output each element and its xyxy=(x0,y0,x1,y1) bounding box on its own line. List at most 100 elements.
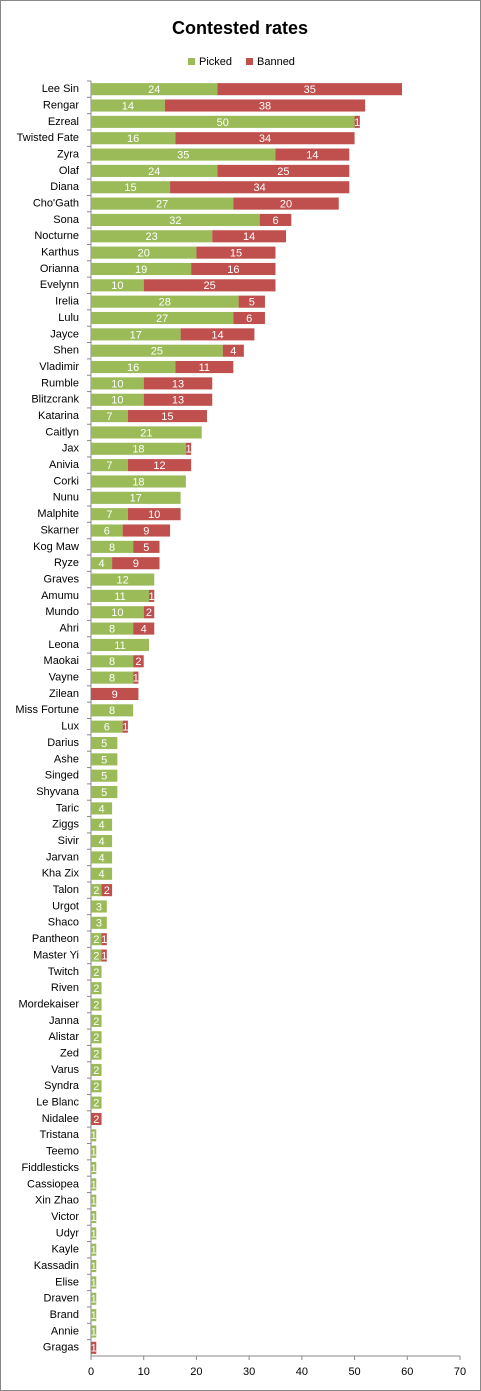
y-tick-label: Nocturne xyxy=(34,230,79,242)
bar-segment xyxy=(101,884,113,897)
y-tick-label: Ahri xyxy=(59,623,79,635)
data-label: 1 xyxy=(185,444,191,456)
x-tick-label: 50 xyxy=(348,1366,360,1378)
bar-segment xyxy=(354,115,360,128)
y-tick-label: Twisted Fate xyxy=(17,132,79,144)
y-tick-label: Corki xyxy=(53,475,79,487)
data-label: 14 xyxy=(306,149,318,161)
y-tick-label: Diana xyxy=(50,181,80,193)
bar-segment xyxy=(91,1145,97,1158)
data-label: 7 xyxy=(106,460,112,472)
data-label: 5 xyxy=(249,297,255,309)
data-label: 9 xyxy=(143,525,149,537)
bar-segment xyxy=(91,557,113,570)
data-label: 11 xyxy=(114,591,125,603)
y-tick-label: Fiddlesticks xyxy=(22,1162,80,1174)
bar-segment xyxy=(91,589,149,602)
data-label: 17 xyxy=(130,329,142,341)
y-tick-label: Kog Maw xyxy=(33,541,79,553)
x-tick-label: 20 xyxy=(190,1366,202,1378)
data-label: 35 xyxy=(177,149,189,161)
bar-segment xyxy=(238,295,265,308)
bar-segment xyxy=(91,965,102,978)
y-tick-label: Shaco xyxy=(48,917,79,929)
data-label: 1 xyxy=(91,1212,97,1224)
bar-segment xyxy=(91,459,128,472)
data-label: 15 xyxy=(124,182,136,194)
y-tick-label: Lux xyxy=(61,721,79,733)
data-label: 18 xyxy=(132,444,144,456)
data-label: 23 xyxy=(145,231,157,243)
data-label: 1 xyxy=(354,117,360,129)
data-label: 13 xyxy=(172,378,184,390)
bar-segment xyxy=(91,426,202,439)
data-label: 17 xyxy=(130,493,142,505)
y-tick-label: Karthus xyxy=(41,247,79,259)
bar-segment xyxy=(91,671,134,684)
y-tick-label: Vayne xyxy=(49,672,79,684)
y-tick-label: Sona xyxy=(53,214,80,226)
bar-segment xyxy=(185,442,192,455)
data-label: 14 xyxy=(211,329,223,341)
bar-segment xyxy=(91,328,181,341)
data-label: 1 xyxy=(91,1294,97,1306)
y-tick-label: Mordekaiser xyxy=(18,998,79,1010)
data-label: 27 xyxy=(156,199,168,211)
bar-segment xyxy=(91,900,107,913)
y-tick-label: Master Yi xyxy=(33,949,79,961)
bar-segment xyxy=(91,933,102,946)
y-tick-label: Anivia xyxy=(49,459,80,471)
data-label: 1 xyxy=(91,1326,97,1338)
y-tick-label: Xin Zhao xyxy=(35,1195,79,1207)
data-label: 6 xyxy=(104,722,110,734)
data-label: 5 xyxy=(101,771,107,783)
data-label: 16 xyxy=(127,133,139,145)
bar-segment xyxy=(91,491,181,504)
y-tick-label: Cassiopea xyxy=(27,1178,80,1190)
bar-segment xyxy=(217,83,403,96)
bar-segment xyxy=(91,1309,97,1322)
bar-segment xyxy=(91,540,134,553)
bar-segment xyxy=(91,998,102,1011)
bar-segment xyxy=(91,279,144,292)
y-tick-label: Orianna xyxy=(40,263,80,275)
y-tick-label: Blitzcrank xyxy=(31,394,79,406)
data-label: 9 xyxy=(112,689,118,701)
y-tick-label: Kha Zix xyxy=(42,868,80,880)
data-label: 3 xyxy=(96,918,102,930)
y-tick-label: Alistar xyxy=(48,1031,79,1043)
bar-segment xyxy=(127,410,207,423)
bar-segment xyxy=(91,524,123,537)
data-label: 16 xyxy=(227,264,239,276)
bar-segment xyxy=(91,638,149,651)
data-label: 34 xyxy=(254,182,266,194)
data-label: 1 xyxy=(91,1179,97,1191)
y-tick-label: Varus xyxy=(51,1064,79,1076)
data-label: 10 xyxy=(111,280,123,292)
data-label: 5 xyxy=(101,754,107,766)
bar-segment xyxy=(91,851,113,864)
data-label: 1 xyxy=(122,722,128,734)
data-label: 5 xyxy=(143,542,149,554)
bar-segment xyxy=(91,393,144,406)
y-tick-label: Ezreal xyxy=(48,116,79,128)
bar-segment xyxy=(91,753,118,766)
data-label: 27 xyxy=(156,313,168,325)
bar-segment xyxy=(91,1014,102,1027)
data-label: 2 xyxy=(135,656,141,668)
data-label: 18 xyxy=(132,476,144,488)
y-tick-label: Tristana xyxy=(40,1129,80,1141)
data-label: 2 xyxy=(93,967,99,979)
data-label: 12 xyxy=(117,574,129,586)
bar-segment xyxy=(122,524,171,537)
data-label: 20 xyxy=(138,248,150,260)
y-tick-label: Jax xyxy=(62,443,80,455)
data-label: 12 xyxy=(153,460,165,472)
y-tick-label: Olaf xyxy=(59,165,80,177)
bar-segment xyxy=(91,1063,102,1076)
data-label: 8 xyxy=(109,705,115,717)
data-label: 24 xyxy=(148,84,160,96)
bar-segment xyxy=(91,802,113,815)
bar-segment xyxy=(127,508,181,521)
